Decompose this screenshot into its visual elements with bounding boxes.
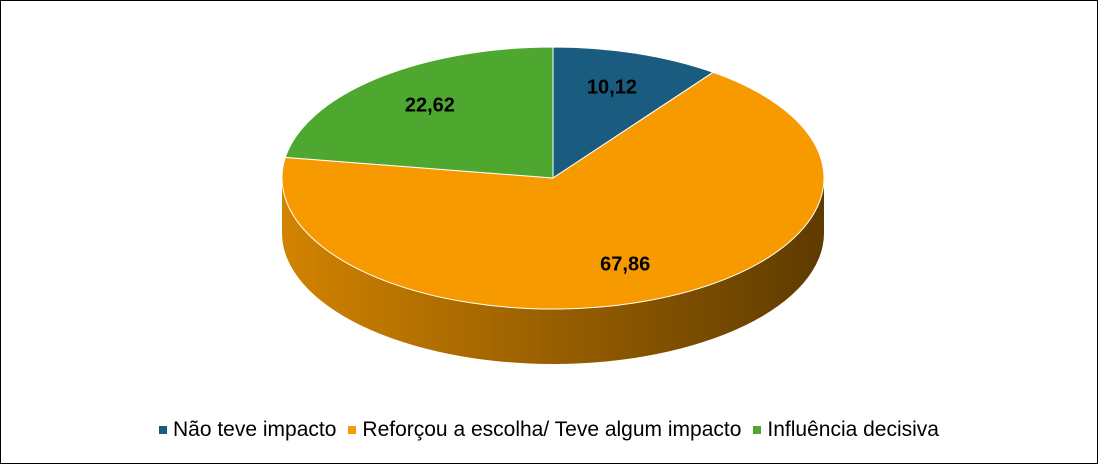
slice-side [282,178,824,364]
legend-label: Reforçou a escolha/ Teve algum impacto [362,418,742,441]
legend-label: Não teve impacto [172,418,337,441]
data-label: 67,86 [600,254,650,276]
data-label: 10,12 [587,77,637,99]
legend-item: Não teve impacto [158,418,337,442]
legend-label: Influência decisiva [767,418,939,441]
legend-item: Influência decisiva [753,418,939,442]
slice [552,46,715,179]
legend-swatch [158,426,167,434]
slice [284,46,554,179]
legend: Não teve impacto Reforçou a escolha/ Teve… [0,418,1098,442]
slice [281,71,825,310]
legend-swatch [753,426,762,434]
legend-item: Reforçou a escolha/ Teve algum impacto [348,418,741,442]
legend-swatch [348,426,357,434]
data-label: 22,62 [405,95,455,117]
